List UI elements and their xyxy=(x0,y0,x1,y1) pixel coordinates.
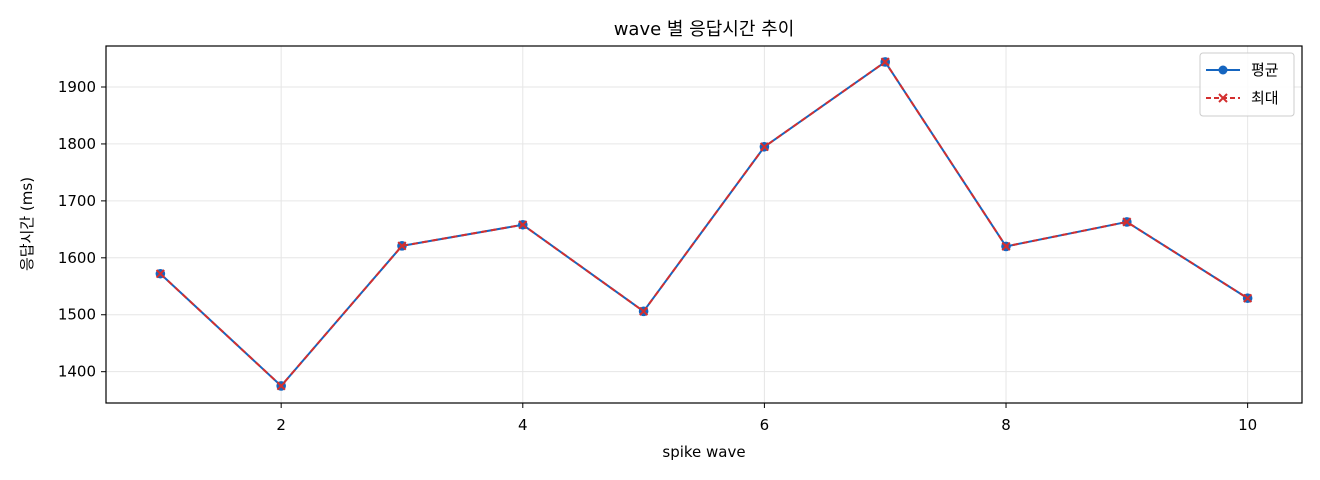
data-point xyxy=(397,241,407,251)
x-tick-label: 4 xyxy=(518,416,528,434)
x-ticks: 2 4 6 8 10 xyxy=(276,403,1257,434)
legend-marker-max xyxy=(1218,93,1228,103)
y-tick-label: 1900 xyxy=(58,78,96,96)
y-axis-label: 응답시간 (ms) xyxy=(18,177,36,271)
legend-marker-avg xyxy=(1218,65,1228,75)
legend-label-avg: 평균 xyxy=(1251,61,1279,79)
x-tick-label: 8 xyxy=(1001,416,1011,434)
data-point xyxy=(639,306,649,316)
x-tick-label: 2 xyxy=(276,416,286,434)
series-line xyxy=(159,60,1249,387)
y-tick-label: 1500 xyxy=(58,306,96,324)
data-point xyxy=(518,220,528,230)
data-point xyxy=(1243,293,1253,303)
data-point xyxy=(1001,241,1011,251)
grid xyxy=(106,46,1302,403)
legend: 평균 최대 xyxy=(1199,52,1295,117)
y-tick-label: 1400 xyxy=(58,363,96,381)
x-axis-label: spike wave xyxy=(662,443,745,461)
y-tick-label: 1700 xyxy=(58,192,96,210)
x-tick-label: 10 xyxy=(1238,416,1257,434)
data-point xyxy=(155,269,165,279)
series xyxy=(155,57,1253,391)
y-tick-label: 1800 xyxy=(58,135,96,153)
data-point xyxy=(759,142,769,152)
data-point xyxy=(1122,217,1132,227)
legend-label-max: 최대 xyxy=(1251,89,1279,107)
plot-area-frame xyxy=(105,45,1303,404)
chart-title: wave 별 응답시간 추이 xyxy=(614,19,795,40)
series-max xyxy=(155,57,1253,391)
y-ticks: 1400 1500 1600 1700 1800 1900 xyxy=(58,78,106,381)
legend-box xyxy=(1199,52,1295,117)
x-tick-label: 6 xyxy=(760,416,770,434)
y-tick-label: 1600 xyxy=(58,249,96,267)
data-point xyxy=(880,57,890,67)
data-point xyxy=(276,381,286,391)
